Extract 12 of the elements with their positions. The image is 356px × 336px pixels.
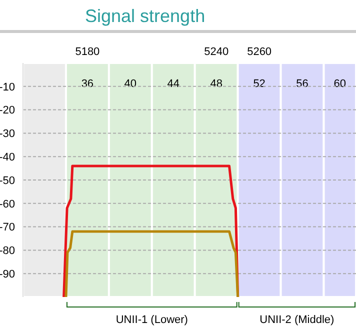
text: UNII-2 (Middle)	[260, 314, 334, 326]
x-tick-label: 5260	[247, 46, 272, 58]
band-label: 40	[124, 78, 137, 90]
band-label: 48	[210, 78, 222, 90]
text: UNII-1 (Lower)	[116, 314, 188, 326]
band-label: 44	[167, 78, 180, 90]
line-series	[64, 230, 240, 297]
chart-title: Signal strength	[85, 6, 206, 27]
band-label: 60	[334, 78, 346, 90]
x-tick-label: 5180	[75, 46, 100, 58]
x-tick-label: 5240	[204, 46, 229, 58]
band-label: 36	[81, 78, 94, 90]
